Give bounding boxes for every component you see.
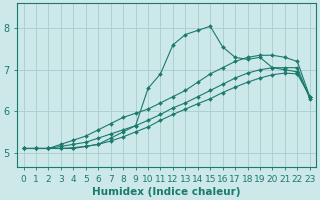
X-axis label: Humidex (Indice chaleur): Humidex (Indice chaleur) <box>92 187 241 197</box>
